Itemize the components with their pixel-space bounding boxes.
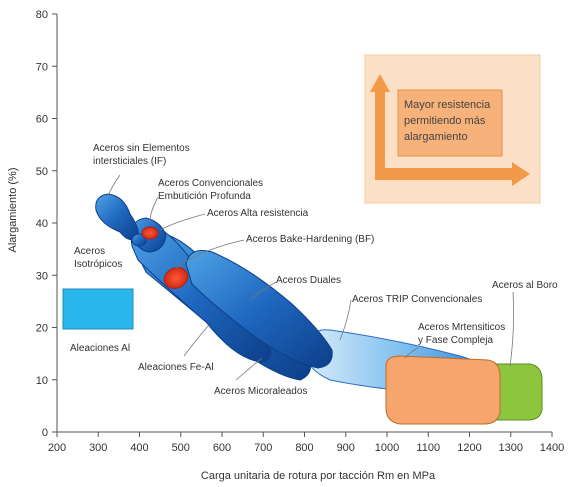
x-tick-label: 500 — [172, 442, 190, 454]
label-aceros-alta-resistencia: Aceros Alta resistencia — [207, 208, 309, 219]
inset-text-box — [397, 89, 503, 157]
label-aleaciones-al: Aleaciones Al — [70, 343, 130, 354]
label-aceros-if-line1: Aceros sin Elementos — [93, 143, 190, 154]
label-aceros-trip: Aceros TRIP Convencionales — [352, 294, 482, 305]
leader-line-duales — [249, 281, 277, 301]
region-aceros-if-shape — [95, 193, 139, 241]
region-aleaciones-al — [62, 288, 134, 330]
region-aceros-martensiticos — [385, 355, 501, 425]
y-tick-label: 70 — [36, 61, 48, 73]
x-tick-label: 300 — [89, 442, 107, 454]
label-aceros-bake-hardening: Aceros Bake-Hardening (BF) — [246, 234, 374, 245]
region-aceros-bake-hardening-shape — [163, 267, 189, 289]
y-tick-label: 40 — [36, 218, 48, 230]
leader-line-convencionales — [149, 196, 159, 223]
region-aceros-if — [95, 193, 139, 241]
label-aceros-duales: Aceros Duales — [276, 275, 341, 286]
region-aceros-alta-resistencia — [141, 226, 159, 240]
leader-line-bake — [175, 239, 245, 269]
label-aceros-convencionales-line2: Embutición Profunda — [158, 191, 251, 202]
label-aceros-isotropicos-line1: Aceros — [74, 246, 105, 257]
tick-group: 200 300 400 500 600 700 800 900 1000 1100 1200 1300… — [36, 9, 564, 454]
y-axis-title: Alargamiento (%) — [7, 168, 19, 253]
x-tick-label: 700 — [254, 442, 272, 454]
x-tick-label: 600 — [213, 442, 231, 454]
region-aceros-isotropicos-shape — [131, 233, 147, 247]
y-tick-label: 20 — [36, 323, 48, 335]
y-tick-label: 0 — [42, 427, 48, 439]
label-aceros-if-line2: intersticiales (IF) — [93, 156, 166, 167]
x-tick-label: 1000 — [375, 442, 399, 454]
label-aceros-martensiticos-line1: Aceros Mrtensiticos — [418, 322, 505, 333]
leader-line-boro — [509, 291, 514, 367]
inset-box: Mayor resistencia permitiendo más alarga… — [364, 54, 541, 204]
y-tick-label: 30 — [36, 270, 48, 282]
y-tick-label: 80 — [36, 9, 48, 21]
x-tick-label: 800 — [295, 442, 313, 454]
label-aceros-isotropicos-line2: Isotrópicos — [74, 259, 122, 270]
region-aleaciones-al-rect — [62, 288, 134, 330]
leader-line-martensiticos — [404, 347, 419, 359]
leader-lines — [107, 174, 514, 381]
label-aleaciones-fe-al: Aleaciones Fe-Al — [138, 362, 214, 373]
leader-line-if — [107, 174, 121, 197]
label-aceros-micoraleados: Aceros Micoraleados — [214, 386, 307, 397]
x-tick-label: 1200 — [457, 442, 481, 454]
y-tick-label: 50 — [36, 166, 48, 178]
region-aceros-isotropicos — [131, 233, 147, 247]
x-tick-label: 900 — [337, 442, 355, 454]
region-aceros-alta-resistencia-shape — [141, 226, 159, 240]
y-tick-label: 60 — [36, 114, 48, 126]
y-tick-label: 10 — [36, 375, 48, 387]
inset-text-line2: permitiendo más — [404, 115, 486, 127]
x-tick-label: 1400 — [540, 442, 564, 454]
x-tick-label: 1300 — [499, 442, 523, 454]
label-aceros-convencionales-line1: Aceros Convencionales — [158, 178, 263, 189]
region-aceros-duales-shape — [185, 250, 333, 369]
inset-text-line3: alargamiento — [404, 131, 468, 143]
region-aceros-martensiticos-shape — [385, 355, 501, 425]
inset-arrow-up-head — [370, 74, 390, 92]
label-aceros-boro: Aceros al Boro — [492, 280, 558, 291]
x-tick-label: 200 — [48, 442, 66, 454]
x-tick-label: 400 — [130, 442, 148, 454]
inset-arrow-vertical — [375, 90, 385, 180]
inset-text-line1: Mayor resistencia — [404, 99, 491, 111]
inset-arrow-horizontal — [375, 168, 515, 180]
leader-line-alta — [159, 213, 206, 231]
x-axis-title: Carga unitaria de rotura por tacción Rm … — [201, 470, 436, 482]
leader-line-micro — [235, 357, 263, 381]
label-aceros-martensiticos-line2: y Fase Compleja — [418, 335, 493, 346]
leader-line-trip — [339, 299, 352, 341]
inset-arrow-right-head — [512, 162, 530, 186]
region-aceros-duales — [185, 250, 333, 369]
x-tick-label: 1100 — [416, 442, 440, 454]
region-aceros-bake-hardening — [163, 267, 189, 289]
leader-line-fe-al — [183, 325, 209, 357]
